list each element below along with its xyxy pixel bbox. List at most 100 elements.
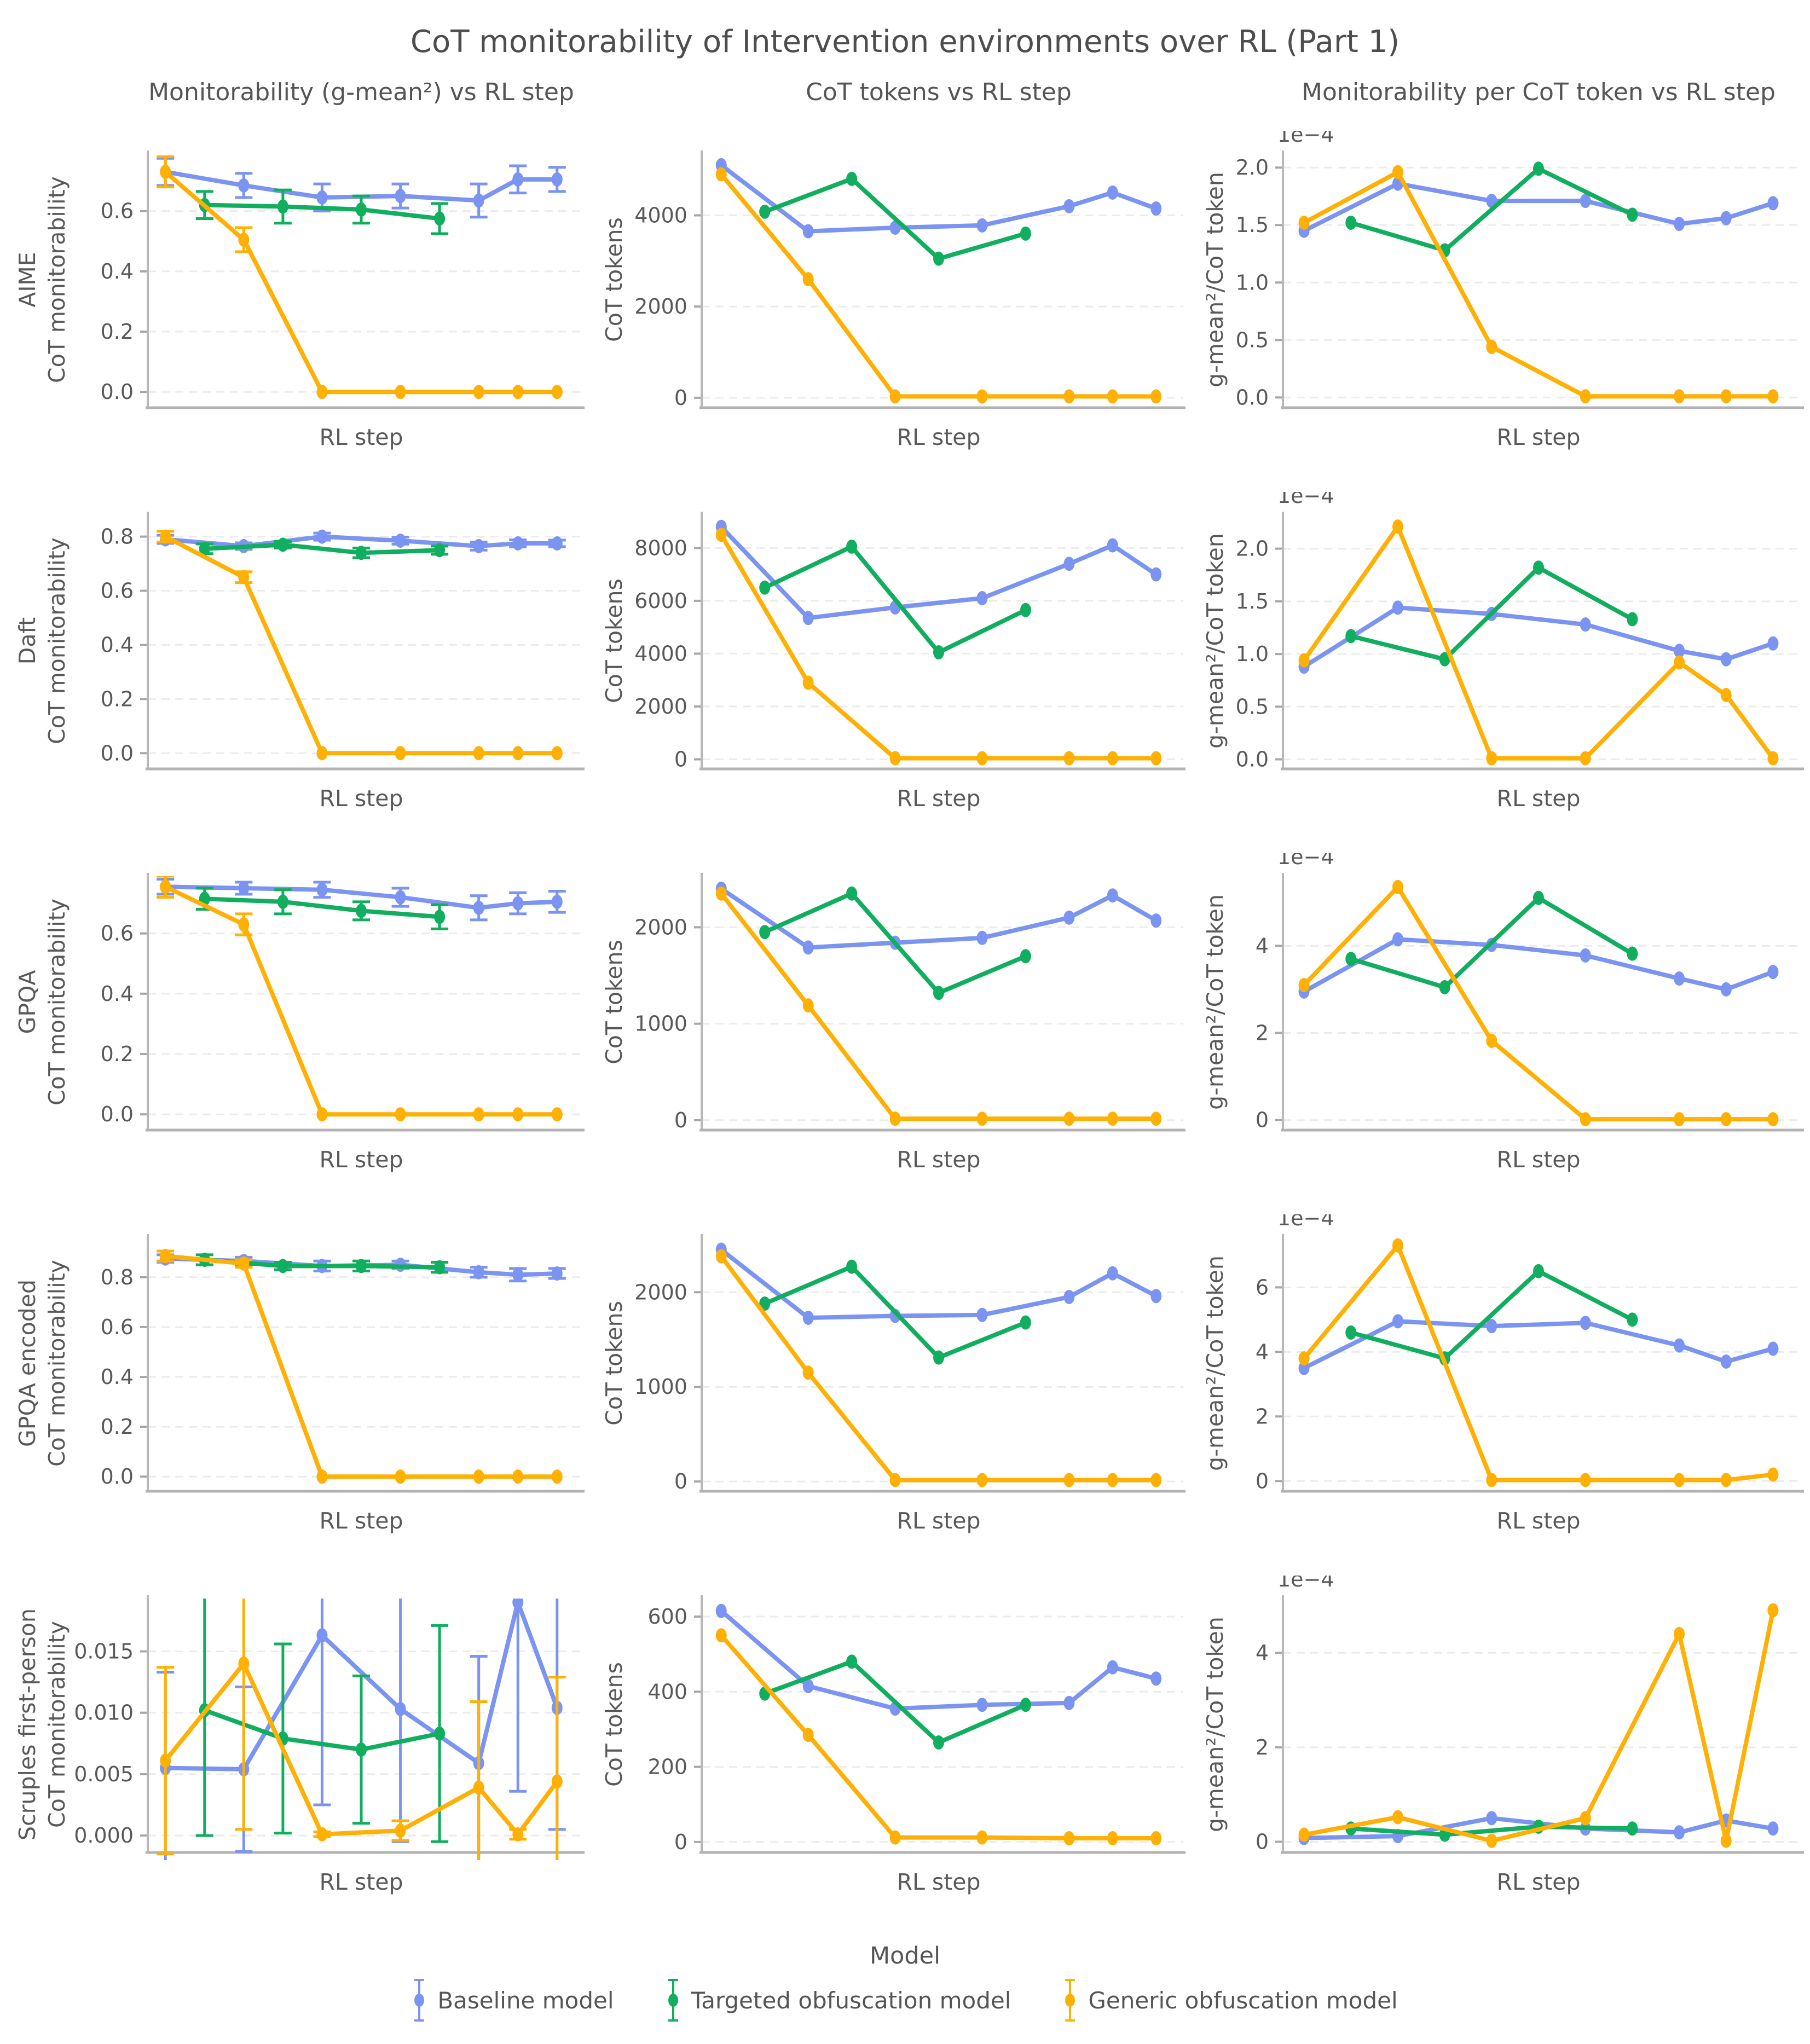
y-tick-label: 1000 bbox=[634, 1012, 687, 1036]
series-generic bbox=[157, 876, 563, 1122]
series-generic bbox=[1298, 519, 1779, 766]
data-point bbox=[715, 1603, 727, 1618]
series-targeted bbox=[1345, 560, 1638, 667]
data-point bbox=[1720, 1833, 1732, 1848]
y-tick-label: 1000 bbox=[634, 1375, 687, 1399]
data-point bbox=[1674, 389, 1685, 404]
series-generic bbox=[157, 1249, 563, 1484]
data-point bbox=[1107, 1111, 1118, 1126]
y-axis-label: GPQA bbox=[14, 970, 41, 1034]
y-axis-label: g-mean²/CoT token bbox=[1206, 1255, 1228, 1471]
data-point bbox=[1580, 389, 1591, 404]
data-point bbox=[1486, 1811, 1497, 1826]
x-axis-label: RL step bbox=[1496, 1508, 1580, 1534]
data-point bbox=[512, 1267, 524, 1282]
data-point bbox=[551, 385, 563, 399]
series-line bbox=[719, 1247, 1159, 1320]
x-axis-label: RL step bbox=[1496, 785, 1580, 812]
series-line bbox=[719, 1608, 1159, 1711]
data-point bbox=[759, 925, 771, 940]
y-tick-label: 1.5 bbox=[1236, 213, 1269, 237]
data-point bbox=[1580, 617, 1591, 632]
y-axis-label: CoT tokens bbox=[603, 217, 627, 342]
grid-and-ticks: 0 2 4 bbox=[1256, 934, 1802, 1132]
data-point bbox=[238, 1256, 250, 1271]
y-tick-label: 0.0 bbox=[1236, 748, 1269, 772]
data-point bbox=[1767, 1603, 1779, 1618]
series-generic bbox=[715, 167, 1162, 404]
data-point bbox=[1107, 1473, 1118, 1487]
series-line bbox=[1349, 166, 1635, 253]
data-point bbox=[1580, 194, 1591, 209]
x-axis-label: RL step bbox=[319, 1869, 403, 1895]
y-tick-label: 4000 bbox=[634, 641, 687, 665]
y-axis-label: g-mean²/CoT token bbox=[1206, 172, 1228, 387]
data-point bbox=[1392, 932, 1403, 947]
data-point bbox=[1767, 965, 1779, 980]
scale-offset-label: 1e−4 bbox=[1277, 492, 1334, 508]
data-point bbox=[1392, 600, 1403, 615]
data-point bbox=[1107, 1266, 1118, 1281]
y-tick-label: 0.6 bbox=[101, 1315, 134, 1339]
data-point bbox=[1298, 977, 1310, 992]
data-point bbox=[1063, 199, 1075, 213]
data-point bbox=[160, 165, 171, 179]
data-point bbox=[1767, 196, 1779, 211]
series-line bbox=[202, 202, 442, 221]
data-point bbox=[551, 1774, 563, 1789]
data-point bbox=[1767, 751, 1779, 766]
data-point bbox=[802, 224, 814, 239]
data-point bbox=[277, 199, 288, 214]
x-axis-label: RL step bbox=[1496, 1869, 1580, 1895]
y-tick-label: 0.5 bbox=[1236, 328, 1269, 352]
x-axis-label: RL step bbox=[1496, 1147, 1580, 1173]
data-point bbox=[1580, 1112, 1591, 1127]
data-point bbox=[802, 272, 814, 287]
x-axis-label: RL step bbox=[897, 785, 980, 812]
data-point bbox=[1392, 879, 1403, 894]
chart-aime-per-token: 0.0 0.5 1.0 1.5 2.0 g-mean²/CoT token RL step 1… bbox=[1206, 131, 1804, 450]
data-point bbox=[1674, 971, 1685, 986]
y-tick-label: 6000 bbox=[634, 589, 687, 613]
y-axis-label: GPQA encoded bbox=[14, 1279, 41, 1447]
grid-and-ticks: 0.0 0.5 1.0 1.5 2.0 bbox=[1236, 537, 1802, 772]
series-line bbox=[1349, 1824, 1635, 1837]
data-point bbox=[1063, 751, 1075, 766]
chart-scruples-per-token: 0 2 4 g-mean²/CoT token RL step 1e−4 bbox=[1206, 1576, 1804, 1895]
data-point bbox=[1150, 751, 1162, 766]
y-axis-label: CoT monitorability bbox=[44, 1621, 70, 1828]
data-point bbox=[316, 746, 328, 761]
y-tick-label: 0.0 bbox=[101, 1464, 134, 1489]
x-axis-label: RL step bbox=[897, 1508, 980, 1534]
data-point bbox=[238, 570, 250, 584]
y-tick-label: 0.8 bbox=[101, 525, 134, 549]
data-point bbox=[1486, 1833, 1497, 1848]
data-point bbox=[1150, 913, 1162, 928]
data-point bbox=[1486, 1033, 1497, 1048]
data-point bbox=[1439, 652, 1450, 667]
data-point bbox=[802, 611, 814, 626]
scale-offset-label: 1e−4 bbox=[1277, 131, 1334, 147]
y-tick-label: 2000 bbox=[634, 694, 687, 719]
series-line bbox=[1349, 565, 1635, 662]
data-point bbox=[802, 940, 814, 955]
chart-gpqa-encoded-monitorability: 0.0 0.2 0.4 0.6 0.8 GPQA encoded CoT monitorab… bbox=[14, 1234, 585, 1534]
series-targeted bbox=[759, 1259, 1031, 1365]
data-point bbox=[395, 189, 406, 204]
data-point bbox=[1107, 1660, 1118, 1675]
data-point bbox=[1345, 216, 1357, 230]
data-point bbox=[1298, 1827, 1310, 1842]
data-point bbox=[1439, 980, 1450, 994]
chart-daft-per-token: 0.0 0.5 1.0 1.5 2.0 g-mean²/CoT token RL step 1… bbox=[1206, 492, 1804, 812]
data-point bbox=[715, 886, 727, 901]
data-point bbox=[1627, 612, 1638, 627]
data-point bbox=[1107, 888, 1118, 903]
data-point bbox=[1020, 949, 1031, 964]
legend-point bbox=[668, 1994, 678, 2007]
data-point bbox=[1345, 629, 1357, 644]
data-point bbox=[160, 1249, 171, 1264]
data-point bbox=[434, 1260, 446, 1275]
x-axis-label: RL step bbox=[319, 785, 403, 812]
data-point bbox=[1020, 1315, 1031, 1330]
series-line bbox=[719, 163, 1159, 234]
